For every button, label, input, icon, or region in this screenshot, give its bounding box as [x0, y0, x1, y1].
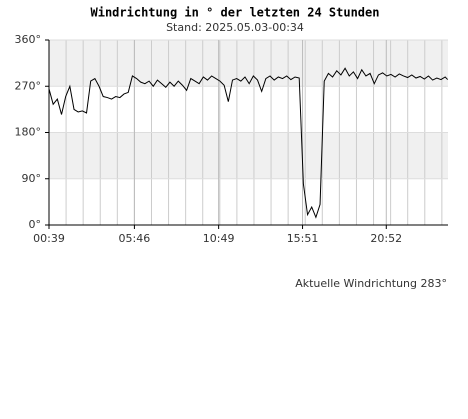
y-tick-label: 0°	[29, 218, 42, 231]
x-tick-label: 05:46	[119, 232, 151, 245]
data-line	[48, 67, 449, 219]
band	[49, 40, 448, 87]
x-tick-label: 15:51	[287, 232, 319, 245]
x-tick-label: 20:52	[370, 232, 402, 245]
x-tick-label: 00:39	[33, 232, 65, 245]
y-tick-label: 360°	[15, 33, 42, 46]
y-tick-label: 180°	[15, 126, 42, 139]
chart-title: Windrichtung in ° der letzten 24 Stunden	[91, 6, 380, 20]
y-tick-label: 270°	[15, 79, 42, 92]
band	[49, 132, 448, 179]
annotation: Aktuelle Windrichtung 283°	[295, 277, 447, 290]
x-tick-label: 10:49	[203, 232, 235, 245]
y-tick-label: 90°	[22, 172, 42, 185]
chart-subtitle: Stand: 2025.05.03-00:34	[166, 21, 304, 34]
